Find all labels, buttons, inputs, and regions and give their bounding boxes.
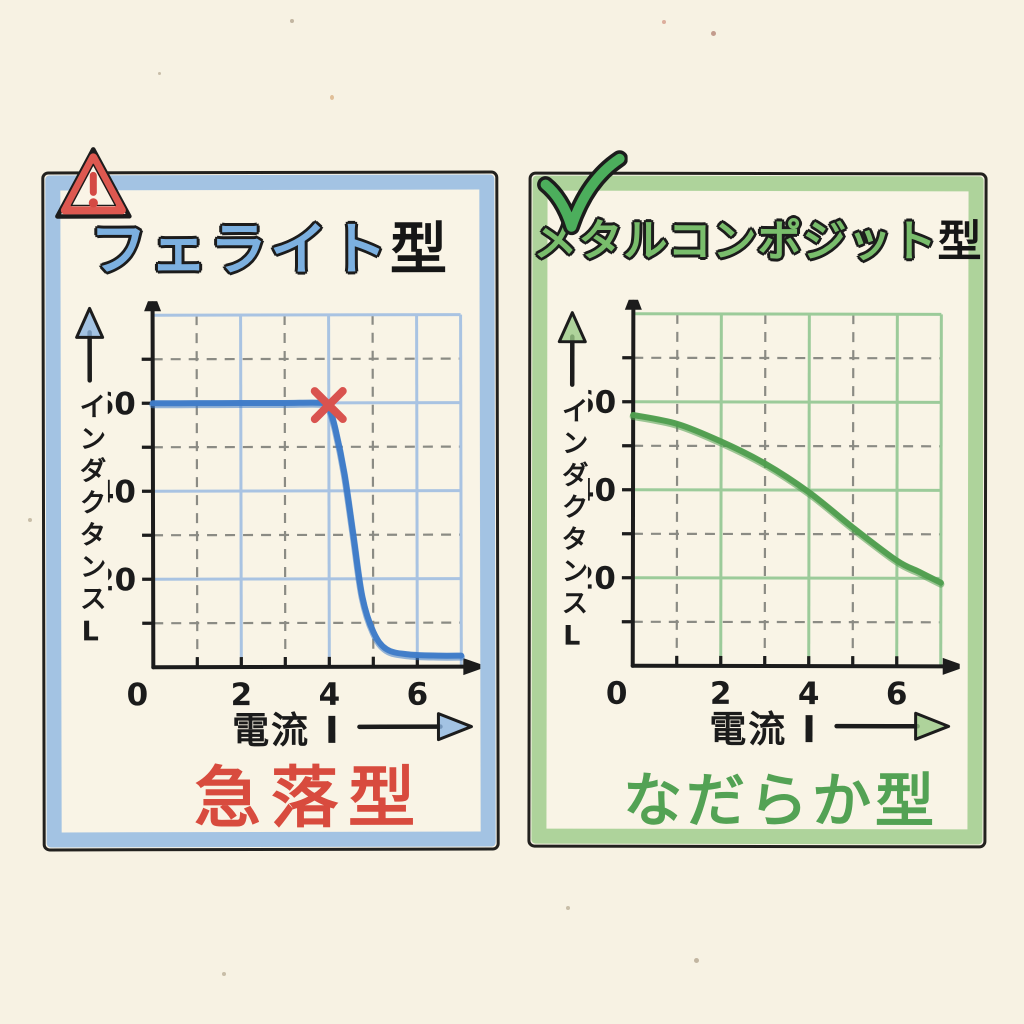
metal-composite-chart: 20 40 60 0 2 4 6	[588, 299, 961, 712]
svg-text:2: 2	[231, 677, 253, 713]
paper-speckle	[28, 518, 32, 522]
up-arrow-icon	[557, 311, 587, 387]
warning-triangle-icon	[55, 147, 132, 219]
svg-text:60: 60	[108, 386, 136, 422]
ferrite-card: フェライト型 インダクタンスL 20 40 60 0 2 4 6 電流 I 急落型	[41, 147, 500, 852]
svg-text:2: 2	[710, 676, 732, 712]
svg-text:4: 4	[319, 677, 341, 713]
paper-speckle	[711, 31, 716, 36]
y-axis-label-group: インダクタンスL	[551, 309, 594, 677]
svg-text:6: 6	[886, 676, 908, 712]
metal-composite-card: メタルコンポジット型 インダクタンスL 20 40 60 0 2 4 6 電流 I なだらか…	[527, 150, 988, 849]
svg-text:0: 0	[606, 676, 628, 712]
svg-text:60: 60	[588, 385, 617, 421]
title-colored-text: フェライト	[89, 216, 391, 284]
y-axis-label: インダクタンスL	[74, 392, 106, 653]
verdict-label: なだらか型	[622, 765, 939, 836]
up-arrow-icon	[75, 306, 105, 383]
svg-text:0: 0	[127, 677, 149, 713]
x-axis-label-group: 電流 I	[651, 701, 1011, 752]
verdict-label: 急落型	[194, 758, 426, 838]
check-mark-icon	[537, 150, 628, 236]
svg-text:4: 4	[798, 676, 820, 712]
right-arrow-icon	[357, 712, 474, 742]
svg-text:6: 6	[407, 677, 429, 713]
paper-speckle	[158, 72, 161, 75]
paper-speckle	[694, 958, 699, 963]
x-axis-label: 電流 I	[709, 707, 818, 752]
svg-text:20: 20	[108, 562, 137, 598]
paper-speckle	[330, 95, 334, 100]
svg-text:40: 40	[588, 473, 616, 509]
paper-speckle	[290, 19, 294, 23]
right-arrow-icon	[834, 711, 951, 741]
svg-text:20: 20	[588, 561, 616, 597]
title-suffix-text: 型	[937, 216, 983, 268]
paper-speckle	[566, 906, 570, 910]
x-axis-label-group: 電流 I	[173, 701, 533, 752]
svg-text:40: 40	[108, 474, 136, 510]
paper-speckle	[662, 20, 666, 24]
ferrite-chart: 20 40 60 0 2 4 6	[108, 300, 481, 713]
title-suffix-text: 型	[389, 216, 451, 283]
y-axis-label: インダクタンスL	[556, 396, 588, 657]
y-axis-label-group: インダクタンスL	[69, 304, 112, 672]
paper-speckle	[222, 972, 226, 976]
